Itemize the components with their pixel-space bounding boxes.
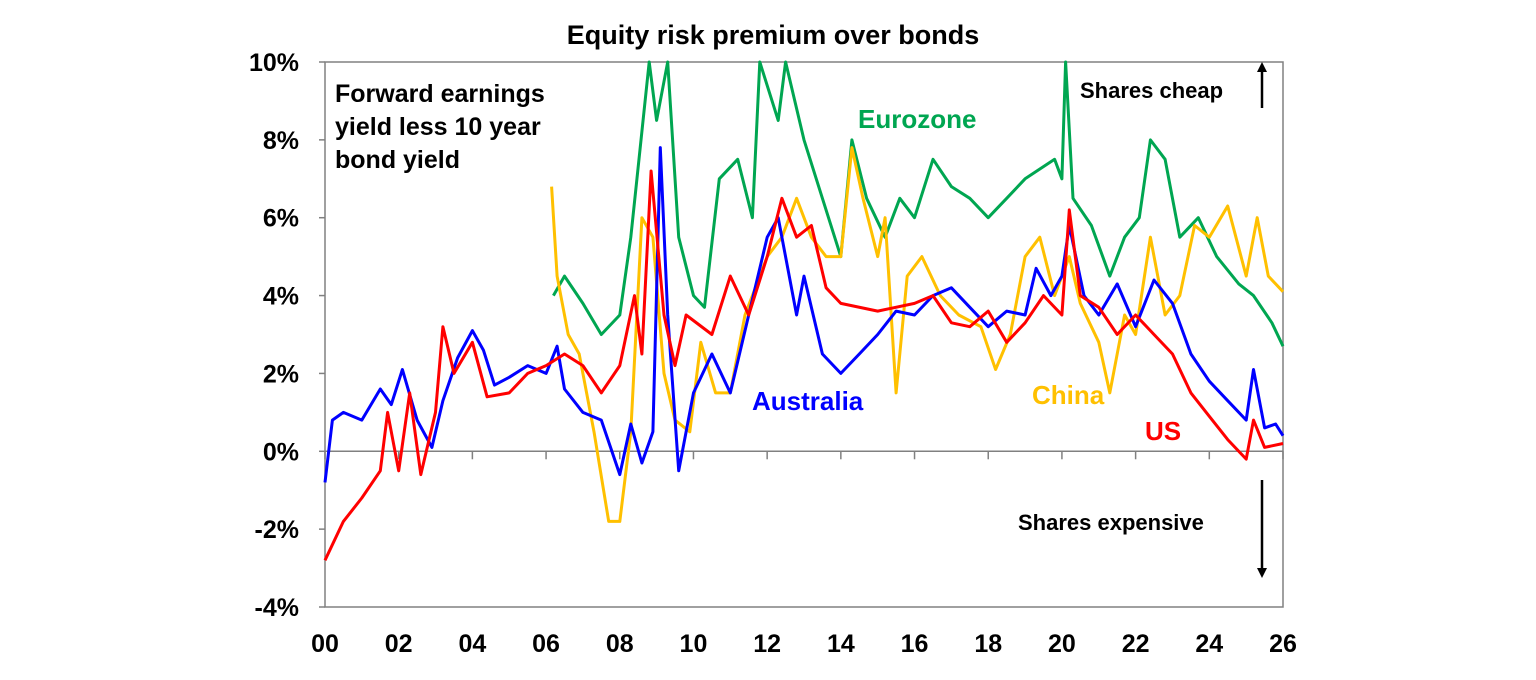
arrow-up-icon (1257, 62, 1267, 108)
y-tick-label: 6% (263, 205, 299, 233)
x-tick-label: 00 (311, 630, 339, 658)
chart-title: Equity risk premium over bonds (567, 20, 980, 50)
x-tick-label: 18 (974, 630, 1002, 658)
note-shares-cheap: Shares cheap (1080, 78, 1223, 103)
x-tick-label: 16 (901, 630, 929, 658)
y-tick-label: 2% (263, 360, 299, 388)
plot-frame (324, 61, 1284, 608)
x-tick-label: 24 (1195, 630, 1223, 658)
axes: -4% -2% 0% 2% 4% 6% 8% 10% 00 02 04 06 08 10 12 14 16 18 2… (249, 49, 1297, 658)
y-tick-label: 4% (263, 283, 299, 311)
y-tick-label: 8% (263, 127, 299, 155)
x-tick-label: 20 (1048, 630, 1076, 658)
series-line-eurozone (552, 60, 1285, 347)
x-tick-label: 08 (606, 630, 634, 658)
y-tick-label: 10% (249, 49, 299, 77)
y-tick-label: 0% (263, 438, 299, 466)
series-lines (323, 60, 1285, 561)
y-tick-label: -4% (255, 594, 299, 622)
series-line-china (550, 146, 1285, 523)
series-label-china: China (1032, 380, 1105, 410)
annotation-line-3: bond yield (335, 146, 460, 174)
series-line-australia (323, 146, 1285, 483)
y-tick-label: -2% (255, 516, 299, 544)
series-line-us (323, 169, 1284, 561)
note-shares-expensive: Shares expensive (1018, 510, 1204, 535)
x-tick-label: 04 (458, 630, 486, 658)
x-tick-label: 12 (753, 630, 781, 658)
x-tick-label: 02 (385, 630, 413, 658)
x-tick-label: 06 (532, 630, 560, 658)
series-label-us: US (1145, 416, 1181, 446)
annotation-line-2: yield less 10 year (335, 113, 541, 141)
x-tick-label: 26 (1269, 630, 1297, 658)
series-label-australia: Australia (752, 386, 864, 416)
x-tick-label: 14 (827, 630, 855, 658)
arrow-down-icon (1257, 480, 1267, 578)
series-label-eurozone: Eurozone (858, 104, 976, 134)
x-tick-label: 22 (1122, 630, 1150, 658)
x-tick-label: 10 (680, 630, 708, 658)
annotation-line-1: Forward earnings (335, 80, 545, 108)
